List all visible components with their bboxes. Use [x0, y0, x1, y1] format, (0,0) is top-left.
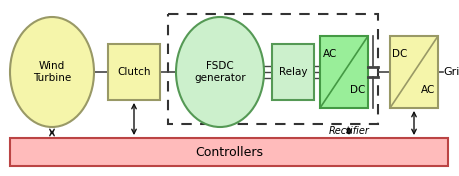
Bar — [10, 138, 447, 166]
Ellipse shape — [176, 17, 263, 127]
Text: Clutch: Clutch — [117, 67, 151, 77]
Text: FSDC
generator: FSDC generator — [194, 61, 245, 83]
Bar — [271, 44, 313, 100]
Text: AC: AC — [322, 49, 336, 59]
Text: Relay: Relay — [278, 67, 307, 77]
Ellipse shape — [10, 17, 94, 127]
Text: Rectifier: Rectifier — [328, 126, 369, 136]
Text: Controllers: Controllers — [195, 146, 263, 159]
Text: DC: DC — [350, 85, 365, 95]
Text: AC: AC — [420, 85, 434, 95]
Bar — [389, 36, 437, 108]
Text: Grid: Grid — [442, 67, 459, 77]
Bar — [319, 36, 367, 108]
Text: Wind
Turbine: Wind Turbine — [33, 61, 71, 83]
Bar — [108, 44, 160, 100]
Bar — [168, 14, 377, 124]
Text: DC: DC — [392, 49, 407, 59]
